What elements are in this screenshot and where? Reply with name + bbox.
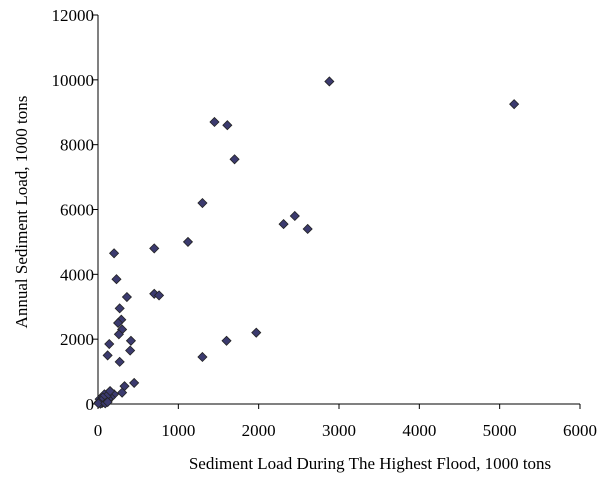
data-point bbox=[509, 99, 520, 110]
y-tick-label: 4000 bbox=[60, 265, 94, 284]
x-tick-label: 0 bbox=[94, 421, 103, 440]
data-point bbox=[182, 236, 194, 247]
data-point bbox=[129, 377, 140, 388]
data-point bbox=[121, 291, 132, 303]
data-point bbox=[197, 197, 208, 209]
x-tick-label: 6000 bbox=[563, 421, 597, 440]
data-point bbox=[113, 329, 124, 340]
data-point bbox=[302, 223, 313, 235]
data-point bbox=[111, 274, 122, 285]
data-point bbox=[104, 385, 116, 397]
data-point bbox=[113, 317, 124, 329]
data-point bbox=[114, 356, 125, 367]
data-point bbox=[251, 327, 262, 338]
y-tick-label: 2000 bbox=[60, 330, 94, 349]
data-point bbox=[221, 335, 232, 346]
y-tick-label: 0 bbox=[86, 395, 95, 414]
y-tick-label: 10000 bbox=[52, 71, 95, 90]
x-tick-label: 1000 bbox=[161, 421, 195, 440]
y-tick-label: 8000 bbox=[60, 136, 94, 155]
data-point bbox=[109, 248, 120, 259]
y-tick-label: 12000 bbox=[52, 6, 95, 25]
data-point bbox=[209, 116, 220, 128]
data-point bbox=[93, 398, 104, 409]
data-point bbox=[125, 335, 137, 346]
data-point bbox=[149, 243, 160, 254]
data-point bbox=[125, 345, 136, 356]
data-point bbox=[278, 219, 289, 230]
x-tick-label: 2000 bbox=[242, 421, 276, 440]
x-axis-ticks: 0 1000 2000 3000 4000 5000 6000 bbox=[94, 404, 597, 440]
x-axis-title: Sediment Load During The Highest Flood, … bbox=[189, 454, 551, 473]
y-axis-title: Annual Sediment Load, 1000 tons bbox=[12, 96, 31, 329]
data-point bbox=[117, 387, 128, 398]
y-axis-ticks: 0 2000 4000 6000 8000 10000 12000 bbox=[52, 6, 98, 414]
data-point bbox=[153, 290, 165, 301]
plot-area: 0 2000 4000 6000 8000 10000 12000 0 1000 2000 300… bbox=[52, 6, 598, 440]
data-point bbox=[229, 154, 240, 165]
data-point bbox=[114, 303, 125, 314]
data-point bbox=[104, 338, 115, 350]
data-point bbox=[102, 396, 113, 408]
data-point bbox=[197, 351, 208, 363]
data-point bbox=[102, 350, 113, 361]
data-point bbox=[222, 120, 233, 131]
x-tick-label: 3000 bbox=[322, 421, 356, 440]
data-points bbox=[93, 76, 520, 409]
data-point bbox=[324, 76, 335, 87]
x-tick-label: 5000 bbox=[483, 421, 517, 440]
data-point bbox=[289, 210, 300, 222]
y-tick-label: 6000 bbox=[60, 201, 94, 220]
x-tick-label: 4000 bbox=[402, 421, 436, 440]
